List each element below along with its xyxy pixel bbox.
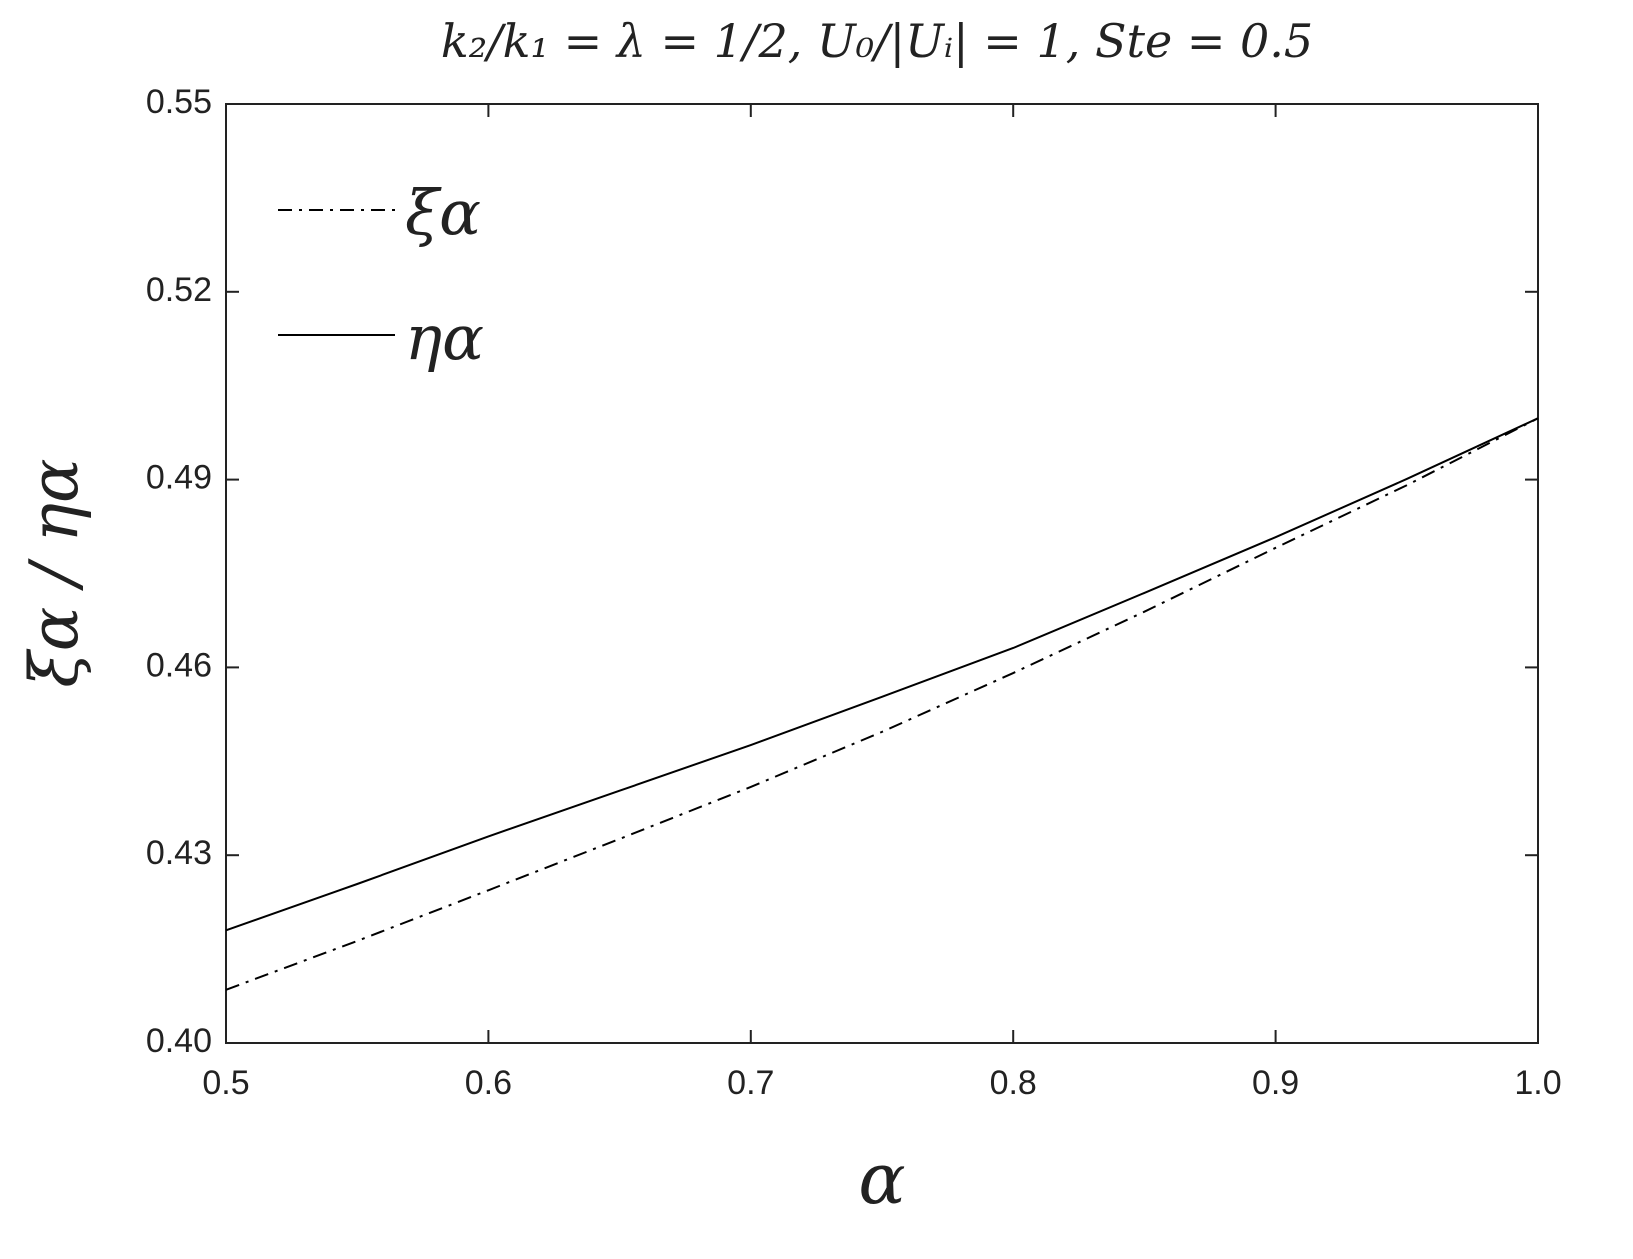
y-tick-label: 0.52 (146, 271, 212, 309)
y-tick-label: 0.40 (146, 1022, 212, 1060)
plot-frame (225, 103, 1539, 1044)
chart-title: k₂/k₁ = λ = 1/2, U₀/|Uᵢ| = 1, Ste = 0.5 (441, 14, 1313, 68)
y-tick-label: 0.55 (146, 83, 212, 121)
x-axis-label: α (858, 1138, 905, 1220)
x-tick-label: 0.8 (990, 1064, 1037, 1102)
y-tick-label: 0.49 (146, 459, 212, 497)
x-tick-label: 0.9 (1252, 1064, 1299, 1102)
x-tick-label: 0.7 (727, 1064, 774, 1102)
data-line (225, 417, 1539, 991)
x-tick-label: 1.0 (1514, 1064, 1561, 1102)
y-tick-label: 0.46 (146, 646, 212, 684)
data-line (225, 417, 1539, 932)
x-tick-label: 0.6 (465, 1064, 512, 1102)
y-axis-label: ξα / ηα (16, 458, 93, 687)
legend-label: ξα (405, 176, 481, 249)
legend-label: ηα (405, 301, 484, 374)
y-tick-label: 0.43 (146, 834, 212, 872)
x-tick-label: 0.5 (202, 1064, 249, 1102)
